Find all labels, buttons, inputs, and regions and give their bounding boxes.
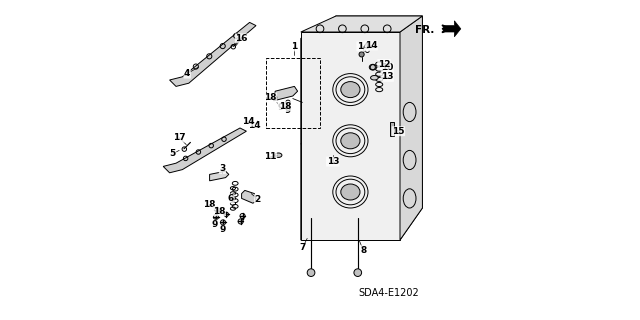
Polygon shape — [210, 171, 229, 181]
Text: 18: 18 — [213, 207, 225, 216]
Text: 2: 2 — [255, 195, 260, 204]
Text: 17: 17 — [173, 133, 186, 142]
Ellipse shape — [340, 82, 360, 98]
Text: 12: 12 — [378, 60, 390, 68]
Polygon shape — [301, 16, 422, 144]
Polygon shape — [163, 128, 246, 173]
Ellipse shape — [275, 153, 282, 157]
Text: 18: 18 — [278, 102, 291, 111]
Ellipse shape — [340, 133, 360, 149]
Text: 14: 14 — [248, 121, 260, 130]
Text: 13: 13 — [381, 72, 394, 81]
Circle shape — [359, 52, 364, 57]
Ellipse shape — [371, 76, 378, 80]
Text: 3: 3 — [220, 164, 225, 173]
Ellipse shape — [340, 184, 360, 200]
Text: 8: 8 — [360, 246, 366, 255]
Bar — [266, 58, 320, 128]
Text: 7: 7 — [300, 244, 305, 252]
Ellipse shape — [369, 64, 376, 70]
Text: 16: 16 — [236, 34, 248, 43]
Polygon shape — [400, 16, 422, 240]
Polygon shape — [301, 16, 422, 32]
Text: 5: 5 — [170, 149, 176, 158]
Text: 9: 9 — [211, 220, 218, 229]
Text: FR.: FR. — [415, 25, 435, 35]
Text: 9: 9 — [220, 225, 225, 234]
Bar — [390, 122, 394, 136]
Text: 9: 9 — [285, 106, 291, 115]
Text: 4: 4 — [184, 69, 190, 78]
Text: 14: 14 — [242, 117, 254, 126]
Circle shape — [307, 269, 315, 276]
Text: 14: 14 — [365, 41, 378, 50]
Polygon shape — [170, 22, 256, 86]
Text: 11: 11 — [264, 152, 276, 161]
Text: 18: 18 — [264, 93, 276, 102]
Text: 9: 9 — [278, 103, 284, 112]
Text: 13: 13 — [326, 157, 339, 166]
Bar — [301, 32, 400, 240]
Polygon shape — [274, 86, 298, 101]
Text: 1: 1 — [291, 42, 298, 51]
Polygon shape — [443, 21, 461, 37]
Text: 14: 14 — [357, 42, 369, 51]
Polygon shape — [242, 190, 256, 203]
Text: 10: 10 — [381, 63, 394, 72]
Text: 15: 15 — [392, 127, 404, 136]
Text: 6: 6 — [228, 194, 234, 203]
Text: SDA4-E1202: SDA4-E1202 — [358, 288, 419, 298]
Text: 18: 18 — [204, 200, 216, 209]
Circle shape — [354, 269, 362, 276]
